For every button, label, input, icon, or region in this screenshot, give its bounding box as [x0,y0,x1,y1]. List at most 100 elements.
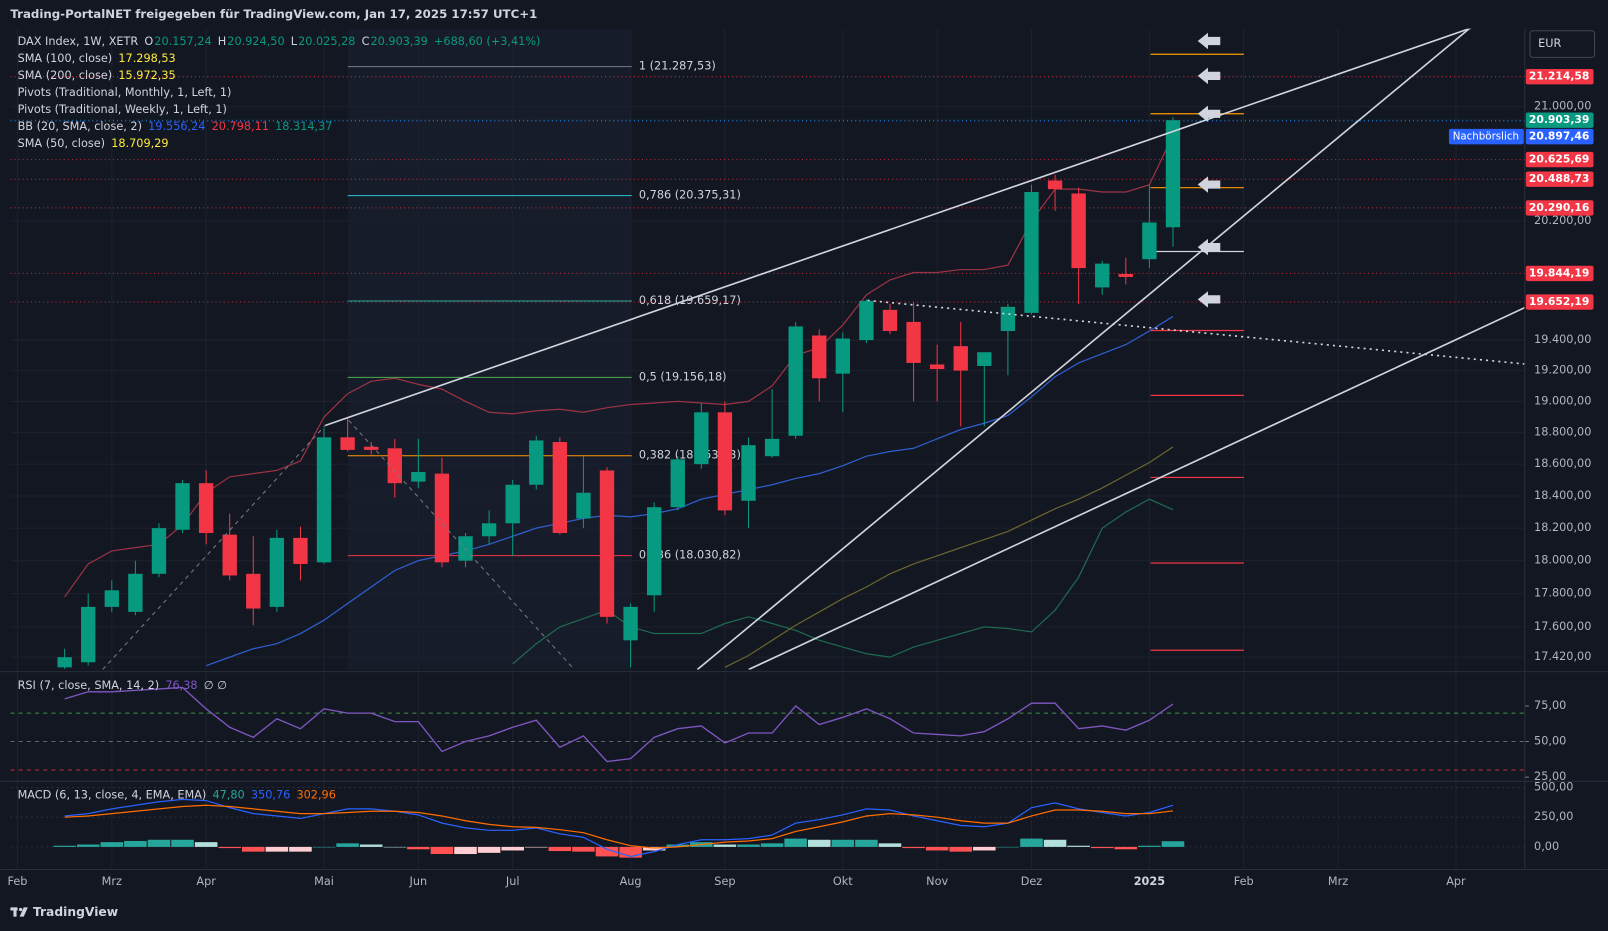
macd-histogram [973,846,996,851]
candle-body [882,309,898,331]
macd-histogram [1138,845,1161,847]
price-label-box [1525,151,1594,168]
indicator-line [512,498,1174,665]
rsi-tick-label: 25,00 [1534,770,1566,783]
candle-body [387,448,402,484]
tag-label: Nachbörslich [1453,131,1519,143]
x-tick-label: Feb [1234,875,1254,888]
candle-body [623,606,638,641]
macd-histogram [312,846,336,848]
candle-body [1095,263,1110,288]
y-tick-label: 18.200,00 [1534,521,1591,534]
macd-title: MACD (6, 13, close, 4, EMA, EMA) [18,789,207,802]
labels: Feb Mrz Apr Mai Jun Jul Aug Sep Okt Nov Dez 2025 Feb… [7,35,1594,888]
legend-text: SMA (200, close) [18,69,113,82]
macd-histogram [1067,845,1090,847]
candle-body [552,442,568,534]
price-label-box [1525,112,1594,128]
candles [57,117,1181,670]
main-pane: 1 (21.287,53) 0,786 (20.375,31) 0,618 (19.… [10,28,1525,670]
macd-histogram [289,846,312,852]
x-tick-label: Jul [505,875,520,888]
macd-tick-label: 0,00 [1534,840,1559,853]
y-tick-label: 19.000,00 [1534,394,1591,407]
price-label: 20.897,46 [1529,130,1590,143]
legend-text: 17.298,53 [118,52,175,65]
fib-label: 0,236 (18.030,82) [639,549,741,562]
price-label-box [1525,294,1594,310]
legend-text: 20.798,11 [212,120,269,133]
candle-body [977,352,992,366]
y-tick-label: 17.420,00 [1534,650,1591,663]
header: Trading-PortalNET freigegeben für Tradin… [10,7,537,21]
candle-body [929,364,945,370]
macd-histogram [454,846,477,855]
logo-part [19,907,28,917]
price-label: 21.214,58 [1529,70,1590,83]
price-label: 19.652,19 [1529,295,1590,308]
fib-label: 0,618 (19.659,17) [639,294,741,307]
candle-body [1142,222,1157,260]
macd-histogram [855,839,878,847]
candle-body [741,445,756,501]
y-tick-label: 17.600,00 [1534,620,1591,633]
candle-body [151,528,167,574]
price-label: 19.844,19 [1529,266,1590,279]
fib-label: 0,786 (20.375,31) [639,189,741,202]
macd-histogram [100,842,124,847]
macd-histogram [194,842,218,847]
price-label: 20.488,73 [1529,172,1590,185]
legend-text: 20.157,24 [154,35,211,48]
candle-body [293,537,308,564]
currency[interactable]: EUR [1538,37,1561,50]
price-label-box [1525,265,1594,282]
macd-histogram [430,846,454,855]
y-tick-label: 19.200,00 [1534,364,1591,377]
rsi-tick-label: 75,00 [1534,699,1566,712]
macd-tick-label: 250,00 [1534,810,1573,823]
macd-histogram [407,846,430,850]
legend-text: 20.924,50 [227,35,284,48]
candle-body [340,437,355,450]
indicator-line [64,134,1174,598]
macd-tick-label: 500,00 [1534,780,1573,793]
macd-histogram [572,846,595,852]
x-tick-label: Jun [409,875,428,888]
pivot-arrows [1197,32,1221,308]
macd-histogram [737,844,760,847]
macd-histogram [807,839,831,847]
legend-text: Pivots (Traditional, Monthly, 1, Left, 1… [18,86,232,99]
y-tick-label: 20.200,00 [1534,214,1591,227]
legend-line: SMA (50, close) 18.709,29 [18,137,169,150]
currency-button[interactable] [1529,30,1596,58]
rsi-line [64,686,1174,763]
y-tick-label: 17.800,00 [1534,587,1591,600]
macd-histogram [1114,846,1138,850]
macd-histogram [548,846,572,852]
fib-label: 1 (21.287,53) [639,60,716,73]
candle-body [529,440,544,485]
legend-line: Pivots (Traditional, Weekly, 1, Left, 1) [18,103,227,116]
trendline [748,306,1525,670]
x-tick-label: Aug [620,875,642,888]
price-label-box [1525,69,1594,85]
candle-body [812,335,827,379]
candle-body [599,470,615,617]
legend-line: SMA (200, close) 15.972,35 [18,69,176,82]
arrow [1197,32,1221,50]
legend-text: 19.556,24 [148,120,205,133]
macd-histogram [124,840,147,847]
y-tick-label: 18.400,00 [1534,489,1591,502]
x-tick-label: Mai [314,875,334,888]
rsi-value: 76,38 [165,679,197,692]
arrow [1197,105,1221,123]
candle-body [1165,120,1181,228]
legend-line: Pivots (Traditional, Monthly, 1, Left, 1… [18,86,232,99]
arrow [1197,238,1221,256]
candle-body [953,346,968,371]
candle-body [1118,274,1133,277]
legend-line: DAX Index, 1W, XETR O20.157,24 H20.924,50 L… [18,35,541,48]
legend-text: SMA (100, close) [18,52,113,65]
